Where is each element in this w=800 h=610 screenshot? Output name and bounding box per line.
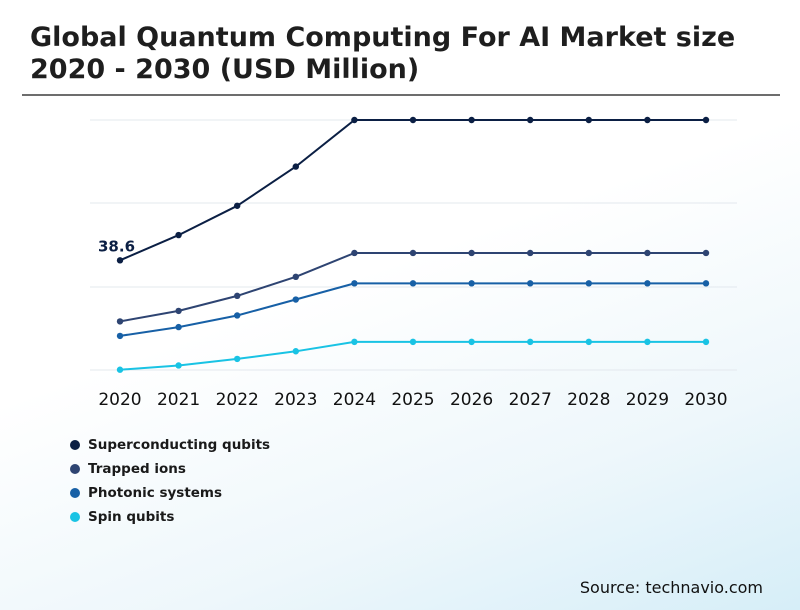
data-point — [468, 280, 475, 287]
data-point — [234, 312, 241, 319]
x-tick-label: 2025 — [391, 390, 434, 410]
data-point — [234, 202, 241, 209]
series-line-0 — [119, 119, 706, 262]
legend-label: Superconducting qubits — [88, 437, 271, 453]
data-point — [644, 116, 651, 124]
data-point — [585, 338, 592, 346]
legend-item: Spin qubits — [70, 505, 270, 529]
data-point — [468, 116, 475, 124]
data-point — [116, 257, 124, 264]
data-point — [527, 116, 534, 124]
data-point — [702, 116, 710, 124]
data-point — [468, 249, 475, 257]
data-point — [175, 323, 182, 331]
legend-swatch — [70, 464, 80, 474]
data-point — [116, 318, 124, 325]
data-point — [175, 307, 182, 315]
chart-title: Global Quantum Computing For AI Market s… — [30, 22, 736, 85]
data-point — [409, 338, 417, 346]
data-point — [585, 249, 592, 257]
data-point — [527, 338, 534, 346]
x-tick-label: 2024 — [333, 390, 376, 410]
x-tick-label: 2027 — [509, 390, 552, 410]
chart-legend: Superconducting qubits Trapped ions Photon… — [70, 433, 270, 529]
data-point — [351, 249, 358, 257]
legend-swatch — [70, 440, 80, 450]
data-point — [351, 338, 358, 346]
x-tick-label: 2029 — [626, 390, 669, 410]
data-point — [351, 280, 358, 287]
data-point — [351, 116, 358, 124]
data-point — [292, 163, 299, 170]
data-point — [409, 280, 417, 287]
data-point — [644, 338, 651, 346]
data-point — [468, 338, 475, 346]
data-point — [175, 362, 182, 369]
x-tick-label: 2028 — [567, 390, 610, 410]
data-point — [116, 332, 124, 340]
legend-item: Superconducting qubits — [70, 433, 270, 457]
x-tick-label: 2022 — [216, 390, 259, 410]
legend-label: Trapped ions — [88, 461, 186, 477]
series-line-3 — [119, 340, 706, 371]
data-point — [702, 280, 710, 287]
data-point — [585, 280, 592, 287]
legend-label: Spin qubits — [88, 509, 175, 525]
data-point — [585, 116, 592, 124]
source-credit: Source: technavio.com — [579, 578, 763, 597]
legend-label: Photonic systems — [88, 485, 223, 501]
line-chart: 38.6 2020 2021 2022 2023 2024 2025 2026 2027 2028… — [90, 116, 737, 410]
data-label: 38.6 — [98, 237, 135, 255]
data-point — [292, 348, 299, 355]
x-tick-label: 2026 — [450, 390, 493, 410]
data-point — [292, 273, 299, 281]
data-point — [644, 280, 651, 287]
x-tick-label: 2021 — [157, 390, 200, 410]
data-point — [527, 280, 534, 287]
data-point — [702, 249, 710, 257]
legend-item: Trapped ions — [70, 457, 270, 481]
title-divider — [22, 94, 780, 96]
data-point — [644, 249, 651, 257]
data-point — [175, 231, 182, 239]
x-tick-label: 2030 — [684, 390, 727, 410]
data-point — [702, 338, 710, 346]
data-point — [527, 249, 534, 257]
legend-swatch — [70, 488, 80, 498]
data-point — [116, 366, 124, 373]
legend-item: Photonic systems — [70, 481, 270, 505]
data-point — [292, 296, 299, 303]
x-tick-label: 2023 — [274, 390, 317, 410]
data-point — [409, 116, 417, 124]
x-tick-label: 2020 — [98, 390, 141, 410]
data-point — [234, 292, 241, 300]
legend-swatch — [70, 512, 80, 522]
series-line-2 — [119, 282, 706, 337]
data-point — [234, 355, 241, 363]
data-point — [409, 249, 417, 257]
